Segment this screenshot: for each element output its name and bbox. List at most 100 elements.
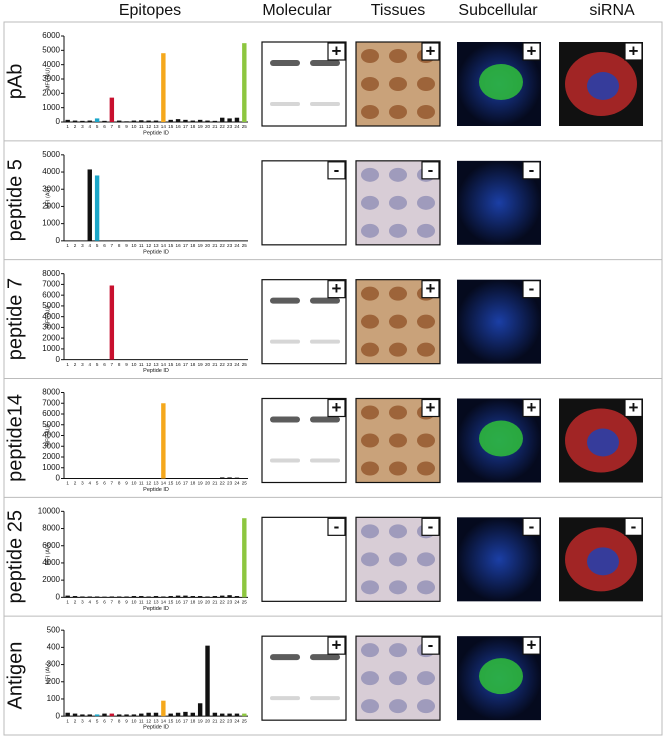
- x-tick-label: 6: [103, 718, 106, 723]
- bar: [124, 714, 129, 717]
- nucleus: [361, 223, 379, 238]
- x-axis-label: Peptide ID: [143, 368, 169, 374]
- y-axis-label: MFI (AU): [45, 68, 51, 90]
- y-tick-label: 2000: [42, 88, 60, 97]
- bar: [139, 596, 144, 598]
- x-tick-label: 1: [66, 243, 69, 248]
- badge-box: [421, 517, 440, 536]
- x-tick-label: 10: [131, 362, 137, 367]
- x-tick-label: 16: [176, 600, 182, 605]
- bar: [109, 285, 115, 360]
- badge: -: [334, 517, 340, 536]
- bar: [168, 713, 173, 717]
- bar: [190, 712, 196, 717]
- nucleus: [417, 552, 435, 567]
- bar: [146, 712, 151, 717]
- badge: -: [529, 517, 535, 536]
- x-tick-label: 16: [176, 362, 182, 367]
- row-label: peptide 5: [4, 159, 26, 241]
- bar: [197, 119, 203, 122]
- x-tick-label: 2: [74, 124, 77, 129]
- x-tick-label: 6: [103, 600, 106, 605]
- y-axis-label: MFI (AU): [45, 187, 51, 209]
- bar: [94, 175, 100, 241]
- bar: [153, 120, 159, 122]
- bar: [124, 596, 129, 598]
- nucleus: [361, 699, 379, 714]
- x-tick-label: 3: [81, 362, 84, 367]
- badge: +: [332, 398, 342, 417]
- y-tick-label: 200: [47, 677, 61, 686]
- nucleus: [389, 49, 407, 63]
- nucleus: [417, 105, 435, 119]
- x-tick-label: 8: [118, 718, 121, 723]
- x-tick-label: 17: [183, 243, 189, 248]
- bar: [65, 712, 70, 717]
- x-tick-label: 15: [168, 362, 174, 367]
- badge: +: [629, 398, 639, 417]
- nucleus: [361, 433, 379, 448]
- x-tick-label: 15: [168, 124, 174, 129]
- nucleus: [417, 461, 435, 476]
- y-tick-label: 3000: [42, 184, 60, 193]
- bar: [116, 714, 122, 717]
- x-tick-label: 25: [242, 124, 248, 129]
- y-tick-label: 6000: [42, 409, 60, 418]
- nucleus: [389, 167, 407, 182]
- bar: [94, 118, 100, 122]
- column-header: siRNA: [589, 2, 635, 19]
- bar: [227, 713, 232, 717]
- y-tick-label: 0: [56, 711, 61, 720]
- x-tick-label: 6: [103, 243, 106, 248]
- x-tick-label: 1: [66, 124, 69, 129]
- bar: [227, 118, 232, 122]
- x-tick-label: 15: [168, 718, 174, 723]
- x-tick-label: 14: [161, 243, 167, 248]
- badge-box: [327, 42, 346, 61]
- badge: +: [332, 636, 342, 655]
- badge-box: [522, 42, 541, 61]
- x-tick-label: 7: [111, 124, 114, 129]
- x-tick-label: 19: [198, 243, 204, 248]
- x-tick-label: 13: [153, 600, 159, 605]
- column-header: Subcellular: [458, 2, 538, 19]
- x-tick-label: 10: [131, 243, 137, 248]
- y-tick-label: 4000: [42, 431, 60, 440]
- bar: [146, 120, 151, 122]
- x-tick-label: 25: [242, 243, 248, 248]
- x-tick-label: 23: [227, 124, 233, 129]
- nucleus: [587, 547, 619, 576]
- bar: [242, 713, 247, 717]
- nucleus: [417, 580, 435, 595]
- x-tick-label: 4: [88, 481, 91, 486]
- x-tick-label: 11: [139, 481, 144, 486]
- x-tick-label: 22: [220, 600, 226, 605]
- bar: [234, 596, 240, 598]
- x-tick-label: 5: [96, 124, 99, 129]
- x-tick-label: 14: [161, 718, 167, 723]
- y-axis-label: MFI (AU): [45, 424, 51, 446]
- x-tick-label: 7: [111, 718, 114, 723]
- x-tick-label: 3: [81, 481, 84, 486]
- bar: [153, 596, 159, 598]
- bar: [175, 595, 181, 598]
- bar: [109, 713, 115, 717]
- x-tick-label: 25: [242, 718, 248, 723]
- nucleus: [389, 643, 407, 658]
- x-tick-label: 7: [111, 600, 114, 605]
- band: [270, 60, 300, 66]
- nucleus: [389, 699, 407, 714]
- bar: [139, 713, 144, 717]
- x-tick-label: 20: [205, 481, 211, 486]
- y-tick-label: 8000: [42, 524, 60, 533]
- x-tick-label: 19: [198, 481, 204, 486]
- bar: [227, 477, 232, 479]
- bar: [109, 97, 115, 122]
- bar: [190, 596, 196, 598]
- x-tick-label: 4: [88, 600, 91, 605]
- x-tick-label: 14: [161, 124, 167, 129]
- bar: [72, 713, 78, 717]
- bar: [212, 120, 218, 122]
- bar: [65, 595, 70, 598]
- y-tick-label: 10000: [38, 506, 61, 515]
